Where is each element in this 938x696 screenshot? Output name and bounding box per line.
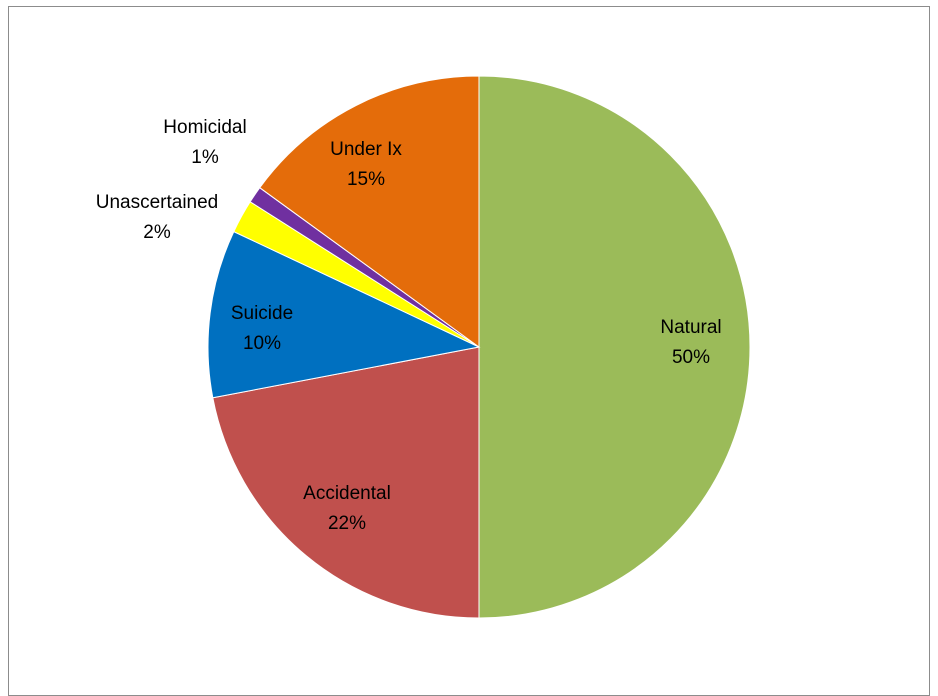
slice-label-percent: 15%	[347, 169, 385, 190]
slice-label-suicide: Suicide 10%	[231, 303, 293, 354]
pie-slice-accidental	[212, 346, 480, 619]
slice-label-percent: 10%	[243, 333, 281, 354]
slice-label-name: Homicidal	[163, 117, 246, 138]
slice-label-unascertained: Unascertained 2%	[96, 192, 219, 243]
slice-label-percent: 50%	[672, 347, 710, 368]
slice-label-name: Accidental	[303, 483, 391, 504]
slice-label-name: Natural	[660, 317, 721, 338]
pie-slices	[207, 75, 751, 619]
slice-label-percent: 22%	[328, 513, 366, 534]
slice-label-percent: 2%	[143, 222, 171, 243]
pie-slice-under-ix	[259, 75, 480, 348]
pie-chart: Natural 50% Accidental 22% Suicide 10% Unascer…	[96, 75, 751, 619]
slice-label-homicidal: Homicidal 1%	[163, 117, 246, 168]
slice-label-percent: 1%	[191, 147, 219, 168]
slice-label-name: Unascertained	[96, 192, 219, 213]
pie-slice-suicide	[207, 230, 481, 399]
pie-slice-natural	[478, 75, 751, 619]
slice-labels: Natural 50% Accidental 22% Suicide 10% Unascer…	[96, 117, 722, 534]
chart-frame: Natural 50% Accidental 22% Suicide 10% Unascer…	[8, 6, 930, 696]
slice-label-natural: Natural 50%	[660, 317, 721, 368]
slice-label-under-ix: Under Ix 15%	[330, 139, 402, 190]
slice-label-name: Suicide	[231, 303, 293, 324]
slice-label-accidental: Accidental 22%	[303, 483, 391, 534]
slice-label-name: Under Ix	[330, 139, 402, 160]
